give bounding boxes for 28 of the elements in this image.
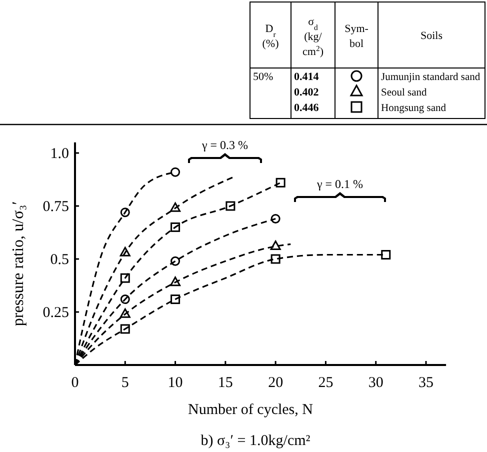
text: b) σ₃′ = 1.0kg/cm² xyxy=(200,433,311,449)
y-tick-label: 0.5 xyxy=(50,252,69,268)
y-tick-label: 1.0 xyxy=(50,146,69,162)
x-tick-label: 5 xyxy=(121,375,129,391)
annotation: γ = 0.1 % xyxy=(316,177,364,191)
text: 0.446 xyxy=(294,102,320,114)
text: σ$_{d}$ (kg/ cm$^{2}$) xyxy=(302,16,324,58)
x-axis-title: Number of cycles, N xyxy=(188,402,314,418)
x-tick-label: 20 xyxy=(268,375,284,391)
legend-label: Jumunjin standard sand xyxy=(381,72,481,83)
text: D$_{r}$ (%) xyxy=(262,23,280,50)
text: 0.402 xyxy=(294,86,320,98)
text: Soils xyxy=(420,30,443,42)
x-tick-label: 35 xyxy=(418,375,434,391)
x-tick-label: 10 xyxy=(168,375,183,391)
text: Sym- bol xyxy=(344,23,369,50)
x-tick-label: 25 xyxy=(318,375,334,391)
x-tick-label: 30 xyxy=(368,375,384,391)
y-tick-label: 0.25 xyxy=(42,305,69,321)
text: 50% xyxy=(253,71,274,83)
y-axis-title: pressure ratio, u/σ₃′ xyxy=(10,201,27,326)
legend-label: Hongsung sand xyxy=(381,103,447,114)
x-tick-label: 15 xyxy=(218,375,233,391)
legend-label: Seoul sand xyxy=(381,88,428,98)
annotation: γ = 0.3 % xyxy=(200,138,248,152)
y-tick-label: 0.75 xyxy=(42,199,69,215)
x-tick-label: 0 xyxy=(71,375,79,391)
text: 0.414 xyxy=(294,71,320,83)
